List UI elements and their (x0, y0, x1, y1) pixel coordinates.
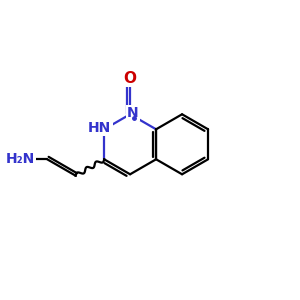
Text: N: N (127, 106, 139, 120)
Text: HN: HN (88, 121, 112, 135)
Text: H₂N: H₂N (5, 152, 34, 166)
Text: O: O (124, 71, 136, 86)
